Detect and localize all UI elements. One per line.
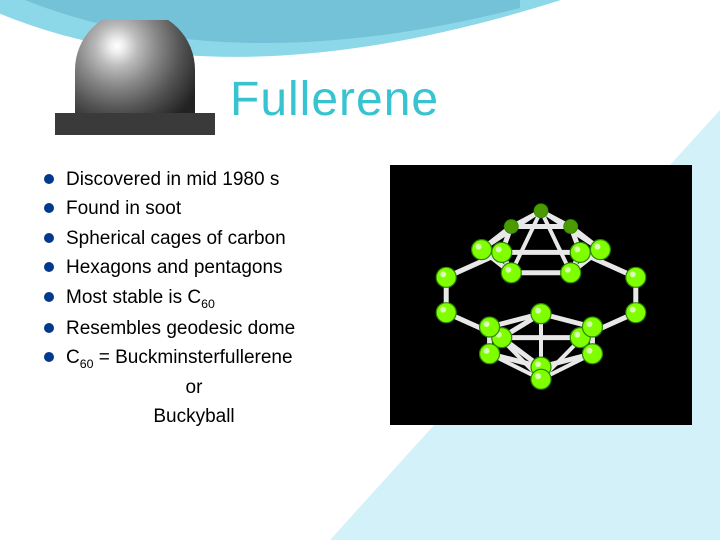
slide-title: Fullerene: [230, 72, 439, 127]
sublines: orBuckyball: [74, 374, 314, 431]
bullet-item: Discovered in mid 1980 s: [40, 165, 350, 194]
bullet-list-container: Discovered in mid 1980 sFound in sootSph…: [40, 165, 350, 431]
bullet-item: Most stable is C60: [40, 283, 350, 314]
bullet-item: Resembles geodesic dome: [40, 314, 350, 343]
bullet-item: C60 = Buckminsterfullerene: [40, 343, 350, 374]
bullet-item: Spherical cages of carbon: [40, 224, 350, 253]
bullet-item: Found in soot: [40, 194, 350, 223]
geodesic-dome-photo: [55, 20, 215, 135]
bullet-item: Hexagons and pentagons: [40, 253, 350, 282]
buckyball-graphic: [390, 165, 692, 425]
bullet-list: Discovered in mid 1980 sFound in sootSph…: [40, 165, 350, 374]
